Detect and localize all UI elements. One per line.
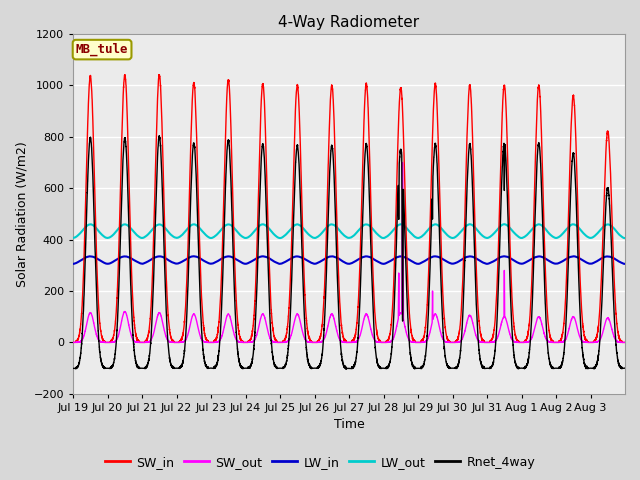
SW_out bbox=[484, 339, 492, 345]
LW_out bbox=[621, 235, 628, 241]
LW_out bbox=[484, 235, 492, 241]
Line: LW_in: LW_in bbox=[73, 256, 625, 264]
Rnet_4way bbox=[239, 365, 246, 371]
LW_out bbox=[69, 235, 77, 241]
Line: SW_out: SW_out bbox=[73, 162, 625, 342]
LW_out bbox=[88, 222, 96, 228]
LW_out bbox=[500, 221, 508, 227]
LW_in bbox=[239, 260, 246, 266]
LW_in bbox=[190, 253, 198, 259]
SW_out bbox=[88, 314, 96, 320]
Y-axis label: Solar Radiation (W/m2): Solar Radiation (W/m2) bbox=[15, 141, 28, 287]
LW_in bbox=[317, 258, 324, 264]
SW_out bbox=[399, 159, 406, 165]
Line: Rnet_4way: Rnet_4way bbox=[73, 136, 625, 369]
Line: SW_in: SW_in bbox=[73, 74, 625, 342]
LW_in bbox=[69, 261, 77, 267]
Rnet_4way bbox=[621, 365, 629, 371]
SW_in bbox=[239, 338, 246, 344]
SW_out bbox=[621, 339, 629, 345]
Rnet_4way bbox=[484, 365, 492, 371]
Rnet_4way bbox=[69, 365, 77, 371]
Title: 4-Way Radiometer: 4-Way Radiometer bbox=[278, 15, 420, 30]
LW_in bbox=[621, 261, 629, 267]
LW_in bbox=[212, 259, 220, 265]
SW_in bbox=[69, 339, 77, 345]
Rnet_4way bbox=[342, 366, 349, 372]
SW_in bbox=[484, 339, 492, 345]
SW_in bbox=[156, 72, 163, 77]
LW_in bbox=[88, 254, 96, 260]
SW_in bbox=[621, 339, 629, 345]
Rnet_4way bbox=[550, 365, 558, 371]
LW_out bbox=[317, 231, 324, 237]
Rnet_4way bbox=[317, 359, 324, 364]
Legend: SW_in, SW_out, LW_in, LW_out, Rnet_4way: SW_in, SW_out, LW_in, LW_out, Rnet_4way bbox=[100, 451, 540, 474]
LW_in bbox=[484, 261, 492, 267]
SW_out bbox=[239, 339, 246, 345]
LW_out bbox=[239, 234, 246, 240]
LW_out bbox=[621, 235, 629, 241]
SW_out bbox=[550, 339, 558, 345]
Rnet_4way bbox=[212, 362, 220, 368]
Text: MB_tule: MB_tule bbox=[76, 43, 129, 56]
SW_in bbox=[212, 336, 220, 341]
Line: LW_out: LW_out bbox=[73, 224, 625, 238]
SW_in bbox=[317, 331, 324, 337]
SW_in bbox=[550, 339, 558, 345]
SW_out bbox=[69, 339, 77, 345]
SW_out bbox=[317, 339, 324, 345]
SW_in bbox=[88, 105, 96, 111]
LW_out bbox=[550, 235, 558, 240]
SW_out bbox=[212, 339, 220, 345]
X-axis label: Time: Time bbox=[333, 419, 364, 432]
Rnet_4way bbox=[88, 162, 96, 168]
LW_out bbox=[212, 232, 220, 238]
Rnet_4way bbox=[156, 133, 163, 139]
LW_in bbox=[550, 261, 558, 266]
LW_in bbox=[621, 261, 628, 267]
